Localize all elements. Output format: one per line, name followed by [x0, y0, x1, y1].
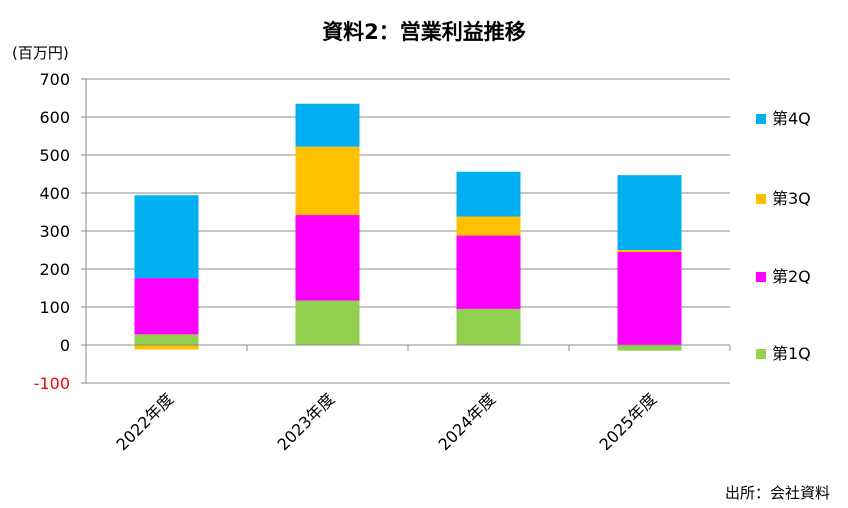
y-tick-label: 400	[39, 184, 70, 203]
y-tick-label: 700	[39, 70, 70, 89]
x-tick-label: 2023年度	[273, 389, 338, 454]
legend-label: 第3Q	[772, 189, 811, 208]
y-tick-labels: -100 0 100 200 300 400 500 600 700	[34, 70, 70, 393]
y-axis-unit-label: (百万円)	[12, 44, 69, 62]
x-tick-label: 2024年度	[434, 389, 499, 454]
y-tick-label: 300	[39, 222, 70, 241]
legend-swatch	[756, 349, 766, 359]
bar-4q-1	[134, 195, 199, 279]
bar-1q-4	[617, 345, 682, 351]
bar-2q-3	[456, 235, 521, 309]
y-tick-label: 500	[39, 146, 70, 165]
y-tick-label: 200	[39, 260, 70, 279]
bar-3q-2	[295, 146, 360, 216]
bar-1q-2	[295, 300, 360, 345]
y-tick-label: 100	[39, 298, 70, 317]
bars	[134, 103, 682, 351]
bar-4q-4	[617, 175, 682, 250]
bar-1q-3	[456, 308, 521, 345]
source-note: 出所：会社資料	[725, 484, 830, 502]
bar-4q-2	[295, 103, 360, 147]
bar-3q-3	[456, 216, 521, 236]
x-tick-label: 2025年度	[595, 389, 660, 454]
legend-label: 第2Q	[772, 267, 811, 286]
bar-1q-1	[134, 334, 199, 345]
legend: 第4Q 第3Q 第2Q 第1Q	[756, 109, 811, 363]
legend-label: 第4Q	[772, 109, 811, 128]
chart-title: 資料2：営業利益推移	[322, 20, 526, 44]
y-tick-label: 600	[39, 108, 70, 127]
bar-2q-1	[134, 278, 199, 335]
bar-4q-3	[456, 171, 521, 217]
legend-swatch	[756, 194, 766, 204]
bar-3q-4	[617, 250, 682, 252]
y-tick-label: -100	[34, 374, 70, 393]
legend-swatch	[756, 272, 766, 282]
bar-2q-4	[617, 251, 682, 345]
x-tick-labels: 2022年度 2023年度 2024年度 2025年度	[112, 389, 660, 454]
bar-2q-2	[295, 215, 360, 301]
axes	[81, 78, 731, 384]
bar-3q-1	[134, 345, 199, 350]
x-tick-label: 2022年度	[112, 389, 177, 454]
y-tick-label: 0	[60, 336, 70, 355]
legend-swatch	[756, 114, 766, 124]
legend-label: 第1Q	[772, 344, 811, 363]
